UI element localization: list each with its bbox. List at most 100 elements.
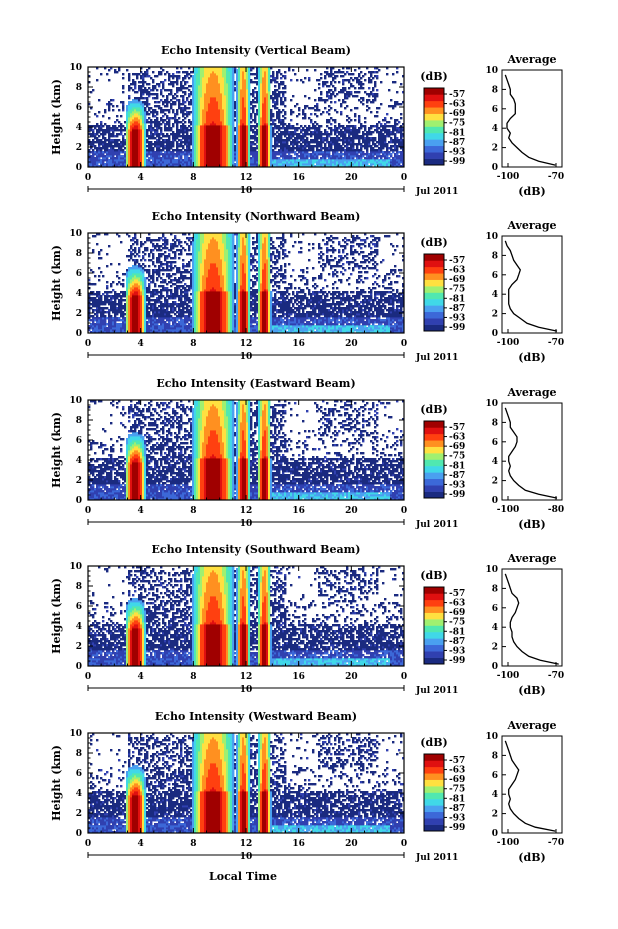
heatmap-cell [134,81,136,83]
heatmap-cell [306,137,308,139]
heatmap-cell [338,81,340,83]
heatmap-cell [178,117,180,119]
heatmap-cell [106,73,108,75]
heatmap-cell [102,115,104,117]
heatmap-cell [344,87,346,89]
heatmap-cell [160,127,162,129]
heatmap-cell [392,73,394,75]
heatmap-cell [364,73,366,75]
heatmap-cell [318,83,320,85]
heatmap-cell [318,109,320,111]
heatmap-cell [282,81,284,83]
heatmap-cell [294,73,296,75]
heatmap-cell [122,73,124,75]
heatmap-cell [148,103,150,105]
heatmap-cell [364,125,366,127]
heatmap-cell [320,125,322,127]
heatmap-cell [328,113,330,115]
heatmap-cell [284,111,286,113]
figure-canvas: Echo Intensity (Vertical Beam)0246810Hei… [0,0,618,929]
panel-0: Echo Intensity (Vertical Beam)0246810Hei… [50,44,564,198]
heatmap-cell [296,79,298,81]
heatmap-cell [400,117,402,119]
y-tick-label: 0 [76,163,82,173]
heatmap-cell [284,117,286,119]
heatmap-cell [178,99,180,101]
heatmap-cell [178,75,180,77]
heatmap-cell [308,77,310,79]
heatmap-cell [364,121,366,123]
heatmap-cell [156,93,158,95]
heatmap-cell [184,91,186,93]
x-tick-label: 8 [190,173,196,183]
heatmap-cell [334,101,336,103]
y-tick-label: 2 [76,143,82,153]
heatmap-cell [112,105,114,107]
heatmap-cell [370,111,372,113]
heatmap-cell [308,97,310,99]
heatmap-cell [320,77,322,79]
heatmap-cell [304,113,306,115]
heatmap-cell [364,79,366,81]
heatmap-cell [104,109,106,111]
heatmap-cell [298,113,300,115]
heatmap-cell [354,69,356,71]
heatmap-cell [296,123,298,125]
heatmap-cell [374,137,376,139]
heatmap-cell [318,87,320,89]
heatmap-cell [340,111,342,113]
heatmap-cell [314,99,316,101]
heatmap [88,67,404,167]
heatmap-cell [400,113,402,115]
heatmap-cell [122,85,124,87]
heatmap-cell [284,75,286,77]
heatmap-cell [350,91,352,93]
heatmap-cell [298,107,300,109]
heatmap-cell [178,71,180,73]
heatmap-cell [330,101,332,103]
heatmap-cell [334,87,336,89]
heatmap-cell [122,101,124,103]
heatmap-cell [380,103,382,105]
heatmap-cell [116,115,118,117]
heatmap-cell [284,97,286,99]
heatmap-cell [376,89,378,91]
heatmap-cell [100,73,102,75]
heatmap-cell [362,97,364,99]
heatmap-cell [330,123,332,125]
heatmap-cell [356,107,358,109]
heatmap-cell [126,69,128,71]
heatmap-cell [384,117,386,119]
heatmap-cell [336,75,338,77]
panel-title: Echo Intensity (Vertical Beam) [161,44,351,57]
heatmap-cell [108,117,110,119]
heatmap-cell [164,79,166,81]
heatmap-cell [378,69,380,71]
heatmap-cell [254,105,256,107]
heatmap-cell [116,105,118,107]
heatmap-cell [274,85,276,87]
heatmap-cell [336,111,338,113]
heatmap-cell [184,121,186,123]
heatmap-cell [330,107,332,109]
heatmap-cell [284,105,286,107]
heatmap-cell [186,81,188,83]
heatmap-cell [272,113,274,115]
y-axis-label: Height (km) [50,79,63,155]
heatmap-cell [272,71,274,73]
heatmap-cell [326,81,328,83]
heatmap-cell [92,89,94,91]
heatmap-cell [324,107,326,109]
heatmap-cell [310,119,312,121]
heatmap-cell [376,93,378,95]
heatmap-cell [358,91,360,93]
heatmap-cell [338,99,340,101]
heatmap-cell [112,109,114,111]
heatmap-cell [388,121,390,123]
heatmap-cell [368,107,370,109]
heatmap-cell [350,119,352,121]
heatmap-cell [386,113,388,115]
heatmap-cell [270,109,272,111]
heatmap-cell [316,103,318,105]
heatmap-cell [122,77,124,79]
